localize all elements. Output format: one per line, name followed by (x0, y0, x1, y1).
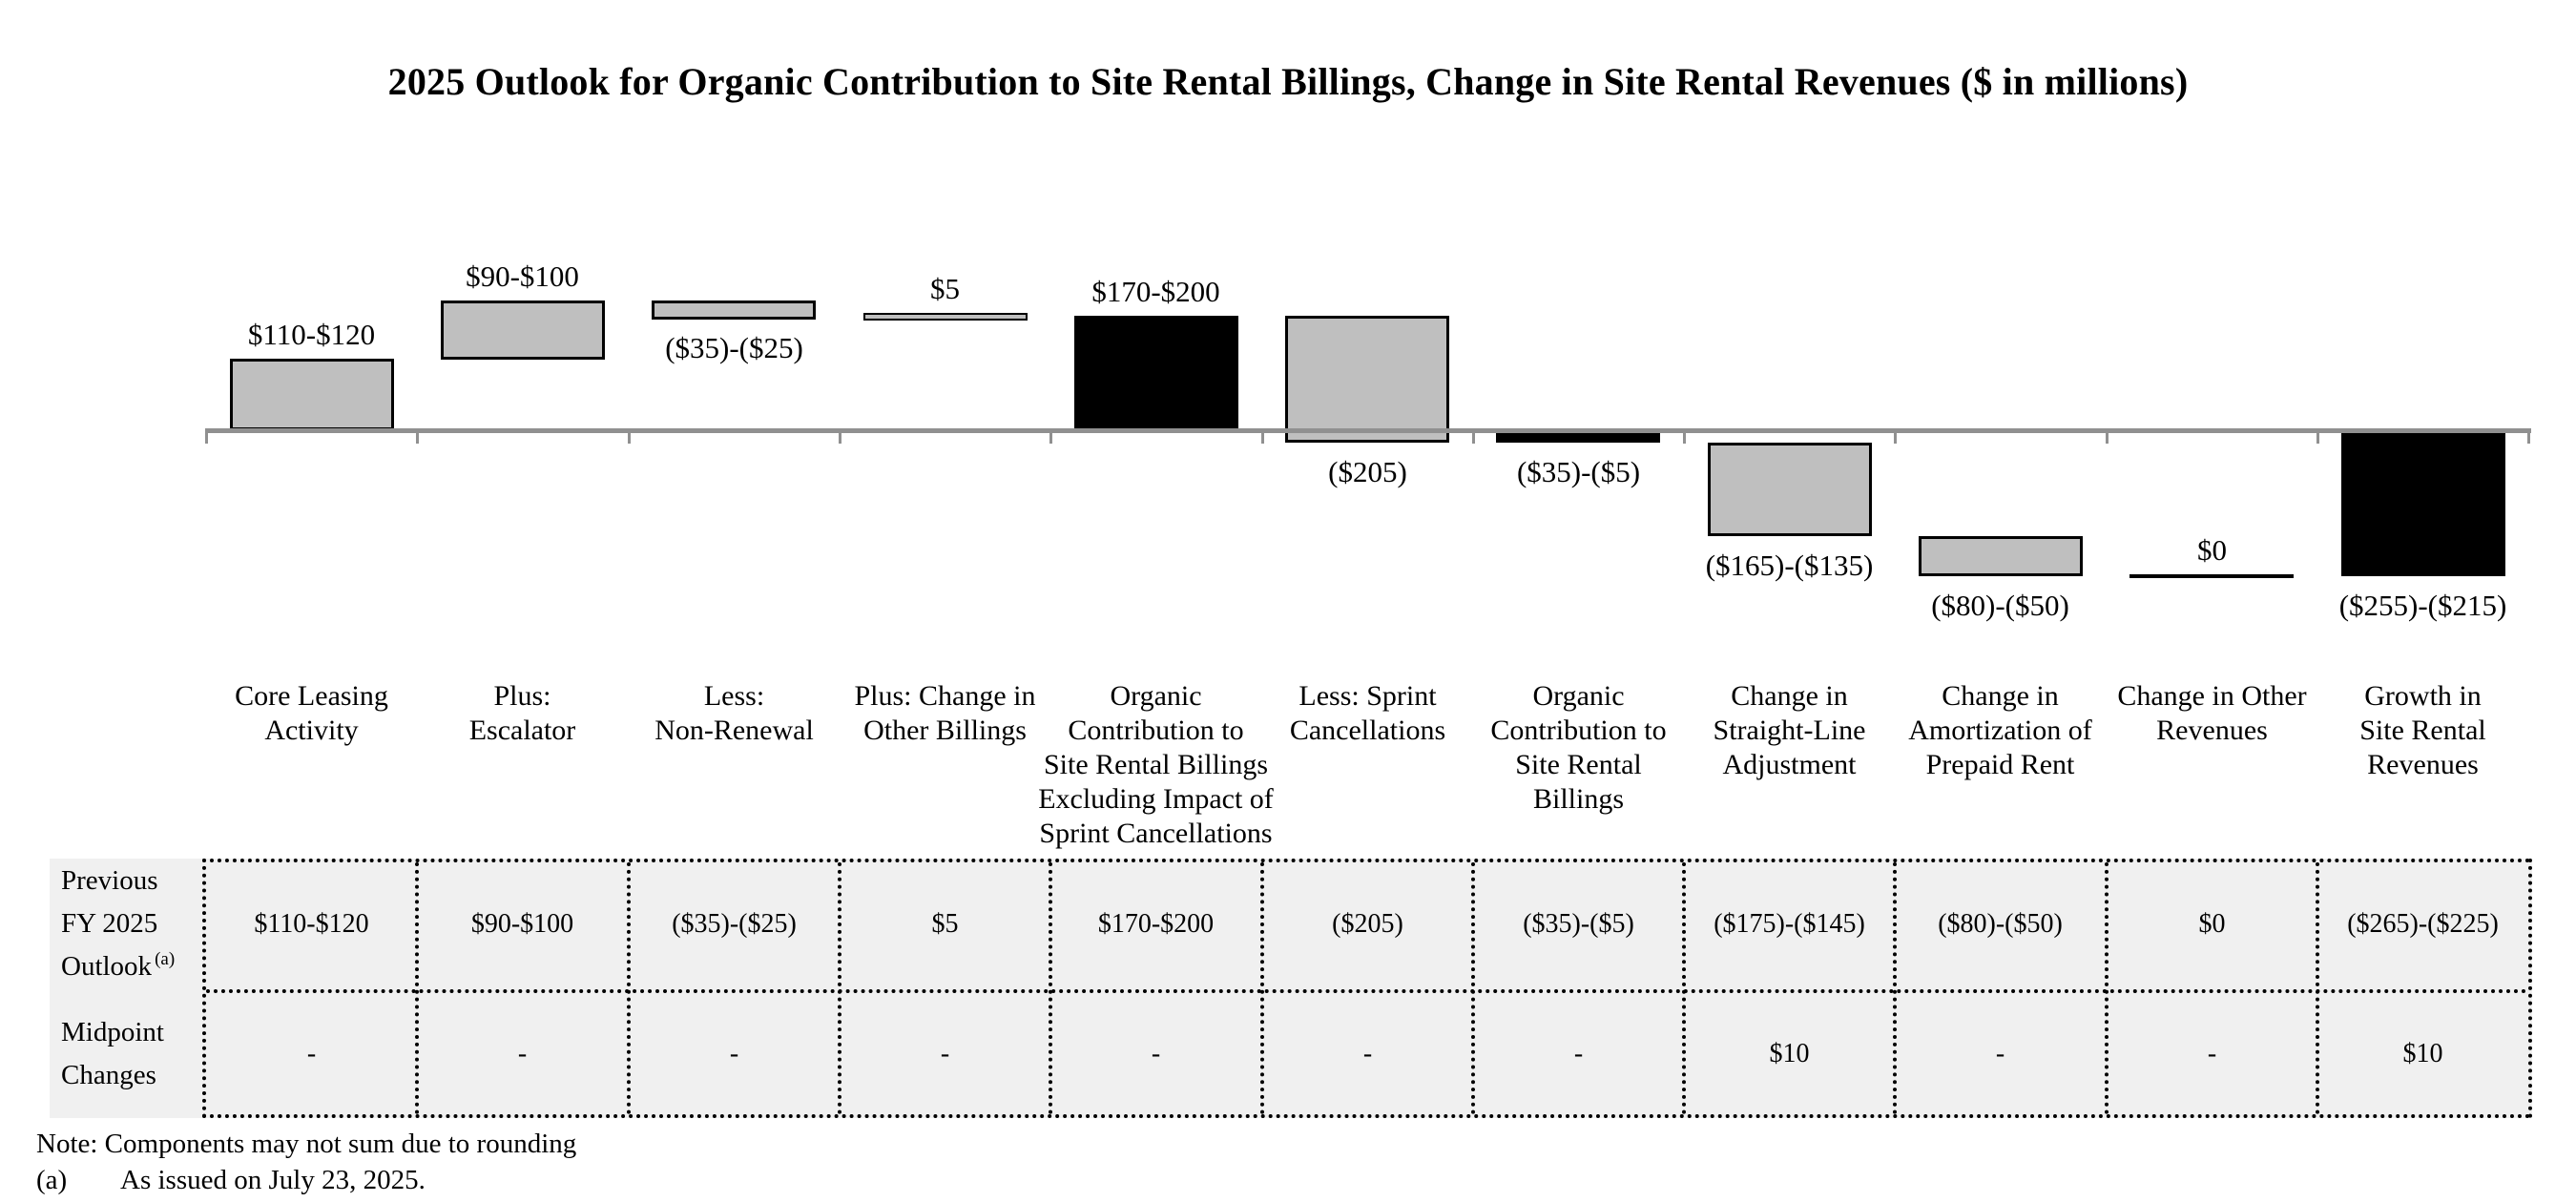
row-header-previous-outlook: Previous FY 2025 Outlook (a) (50, 859, 202, 989)
table-cell-r1-c2: $90-$100 (470, 908, 574, 939)
axis-tick (2527, 428, 2530, 444)
table-cell-r1-c9: ($80)-($50) (1938, 908, 2063, 939)
category-label-core-leasing-activity: Core Leasing Activity (235, 680, 388, 746)
bar-less-non-renewal (652, 300, 816, 320)
value-label-change-in-amortization-of-prepaid-rent: ($80)-($50) (1931, 589, 2069, 622)
axis-tick (1472, 428, 1475, 444)
category-label-organic-contribution-to-site-rental-billings: Organic Contribution to Site Rental Bill… (1490, 680, 1667, 815)
table-cell-r2-c6: - (1362, 1038, 1373, 1068)
x-axis-line (206, 428, 2531, 433)
table-cell-r1-c1: $110-$120 (254, 908, 369, 939)
bar-plus-escalator (441, 300, 605, 360)
table-cell-r1-c6: ($205) (1332, 908, 1403, 939)
footnote-ref: (a) (155, 949, 176, 970)
axis-tick (1683, 428, 1686, 444)
table-cell-r2-c8: $10 (1769, 1038, 1810, 1068)
table-cell-r2-c3: - (729, 1038, 739, 1068)
value-label-less-non-renewal: ($35)-($25) (665, 331, 803, 364)
table-cell-r1-c10: $0 (2198, 908, 2226, 939)
bar-organic-contribution-excluding-sprint (1074, 316, 1238, 430)
table-cell-r2-c9: - (1995, 1038, 2005, 1068)
row-header-text: Previous FY 2025 Outlook (a) (61, 865, 176, 982)
table-column-separator (627, 862, 631, 1114)
category-label-plus-escalator: Plus: Escalator (468, 680, 576, 746)
table-cell-r2-c5: - (1151, 1038, 1161, 1068)
category-label-plus-change-in-other-billings: Plus: Change in Other Billings (854, 680, 1036, 746)
table-column-separator (2316, 862, 2319, 1114)
bar-growth-in-site-rental-revenues (2341, 430, 2505, 576)
bar-change-in-other-revenues (2129, 574, 2294, 578)
bar-plus-change-in-other-billings (863, 313, 1028, 321)
table-cell-r2-c4: - (940, 1038, 950, 1068)
axis-tick (2316, 428, 2319, 444)
table-column-separator (1260, 862, 1264, 1114)
table-value-area (202, 859, 2532, 1118)
table-column-separator (1471, 862, 1475, 1114)
category-label-less-sprint-cancellations: Less: Sprint Cancellations (1289, 680, 1446, 746)
axis-tick (205, 428, 208, 444)
bar-core-leasing-activity (230, 359, 394, 430)
bar-less-sprint-cancellations (1285, 316, 1449, 443)
row-header-text: Midpoint Changes (61, 1016, 164, 1090)
table-column-separator (1049, 862, 1052, 1114)
category-label-organic-contribution-excluding-sprint: Organic Contribution to Site Rental Bill… (1038, 680, 1274, 849)
table-cell-r1-c3: ($35)-($25) (672, 908, 797, 939)
category-label-change-in-other-revenues: Change in Other Revenues (2117, 680, 2307, 746)
table-cell-r1-c8: ($175)-($145) (1714, 908, 1865, 939)
table-cell-r2-c2: - (517, 1038, 528, 1068)
table-column-separator (415, 862, 419, 1114)
value-label-growth-in-site-rental-revenues: ($255)-($215) (2338, 589, 2507, 622)
axis-tick (1894, 428, 1897, 444)
value-label-organic-contribution-excluding-sprint: $170-$200 (1091, 275, 1220, 308)
value-label-organic-contribution-to-site-rental-billings: ($35)-($5) (1516, 455, 1641, 488)
bar-change-in-straight-line-adjustment (1708, 443, 1872, 536)
axis-tick (2106, 428, 2109, 444)
value-label-plus-change-in-other-billings: $5 (930, 272, 960, 305)
value-label-plus-escalator: $90-$100 (466, 259, 579, 293)
value-label-core-leasing-activity: $110-$120 (247, 318, 376, 351)
axis-tick (416, 428, 419, 444)
value-label-change-in-straight-line-adjustment: ($165)-($135) (1705, 549, 1874, 582)
footnote-a-text: As issued on July 23, 2025. (120, 1165, 426, 1195)
category-label-less-non-renewal: Less: Non-Renewal (654, 680, 814, 746)
value-label-less-sprint-cancellations: ($205) (1328, 455, 1407, 488)
rounding-note: Note: Components may not sum due to roun… (36, 1129, 577, 1159)
row-header-midpoint-changes: Midpoint Changes (50, 989, 202, 1118)
axis-tick (628, 428, 631, 444)
table-column-separator (2105, 862, 2109, 1114)
table-column-separator (1893, 862, 1897, 1114)
table-cell-r2-c1: - (306, 1038, 317, 1068)
table-row-separator (206, 989, 2528, 993)
category-label-change-in-amortization-of-prepaid-rent: Change in Amortization of Prepaid Rent (1908, 680, 2092, 780)
category-label-growth-in-site-rental-revenues: Growth in Site Rental Revenues (2359, 680, 2486, 780)
table-cell-r2-c7: - (1573, 1038, 1584, 1068)
footnote-a-marker: (a) (36, 1165, 68, 1195)
value-label-change-in-other-revenues: $0 (2197, 533, 2227, 567)
category-label-change-in-straight-line-adjustment: Change in Straight-Line Adjustment (1713, 680, 1866, 780)
table-cell-r1-c5: $170-$200 (1097, 908, 1215, 939)
bar-change-in-amortization-of-prepaid-rent (1919, 536, 2083, 576)
axis-tick (1049, 428, 1052, 444)
axis-tick (839, 428, 841, 444)
axis-tick (1261, 428, 1264, 444)
table-column-separator (838, 862, 841, 1114)
table-cell-r2-c11: $10 (2402, 1038, 2443, 1068)
table-cell-r1-c7: ($35)-($5) (1523, 908, 1634, 939)
chart-title: 2025 Outlook for Organic Contribution to… (387, 60, 2189, 103)
footnote-a: (a) As issued on July 23, 2025. (36, 1165, 426, 1196)
table-cell-r1-c4: $5 (931, 908, 959, 939)
table-cell-r2-c10: - (2207, 1038, 2217, 1068)
table-cell-r1-c11: ($265)-($225) (2347, 908, 2499, 939)
table-column-separator (1682, 862, 1686, 1114)
